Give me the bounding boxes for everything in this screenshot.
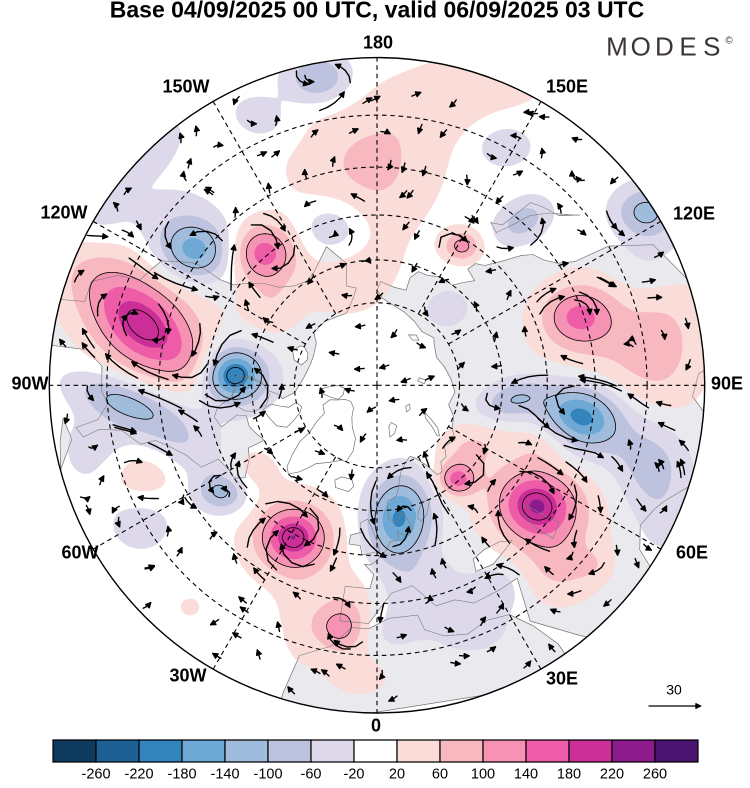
svg-text:-180: -180 — [167, 767, 196, 783]
svg-text:90E: 90E — [711, 374, 743, 394]
svg-text:60: 60 — [432, 767, 448, 783]
svg-text:100: 100 — [471, 767, 495, 783]
svg-text:M: M — [606, 32, 628, 62]
svg-text:150W: 150W — [162, 77, 209, 97]
svg-text:-20: -20 — [344, 767, 365, 783]
svg-text:180: 180 — [557, 767, 581, 783]
svg-text:-60: -60 — [301, 767, 322, 783]
svg-text:260: 260 — [643, 767, 667, 783]
svg-text:140: 140 — [514, 767, 538, 783]
svg-text:220: 220 — [600, 767, 624, 783]
svg-text:20: 20 — [389, 767, 405, 783]
svg-text:O: O — [631, 32, 651, 62]
svg-text:150E: 150E — [546, 77, 588, 97]
svg-text:-220: -220 — [124, 767, 153, 783]
svg-text:0: 0 — [371, 716, 381, 736]
svg-text:E: E — [679, 32, 696, 62]
svg-text:©: © — [725, 36, 733, 47]
svg-text:S: S — [703, 32, 720, 62]
svg-text:30W: 30W — [169, 666, 206, 686]
svg-text:120W: 120W — [40, 203, 87, 223]
svg-text:-260: -260 — [81, 767, 110, 783]
svg-text:30: 30 — [666, 682, 682, 698]
svg-text:30E: 30E — [546, 669, 578, 689]
svg-text:90W: 90W — [11, 374, 48, 394]
svg-text:Base 04/09/2025 00 UTC, valid: Base 04/09/2025 00 UTC, valid 06/09/2025… — [110, 0, 644, 23]
svg-text:180: 180 — [363, 33, 393, 53]
svg-text:-100: -100 — [253, 767, 282, 783]
svg-text:60E: 60E — [676, 543, 708, 563]
svg-text:-140: -140 — [210, 767, 239, 783]
svg-text:D: D — [655, 32, 674, 62]
svg-text:120E: 120E — [673, 204, 715, 224]
svg-text:60W: 60W — [61, 543, 98, 563]
